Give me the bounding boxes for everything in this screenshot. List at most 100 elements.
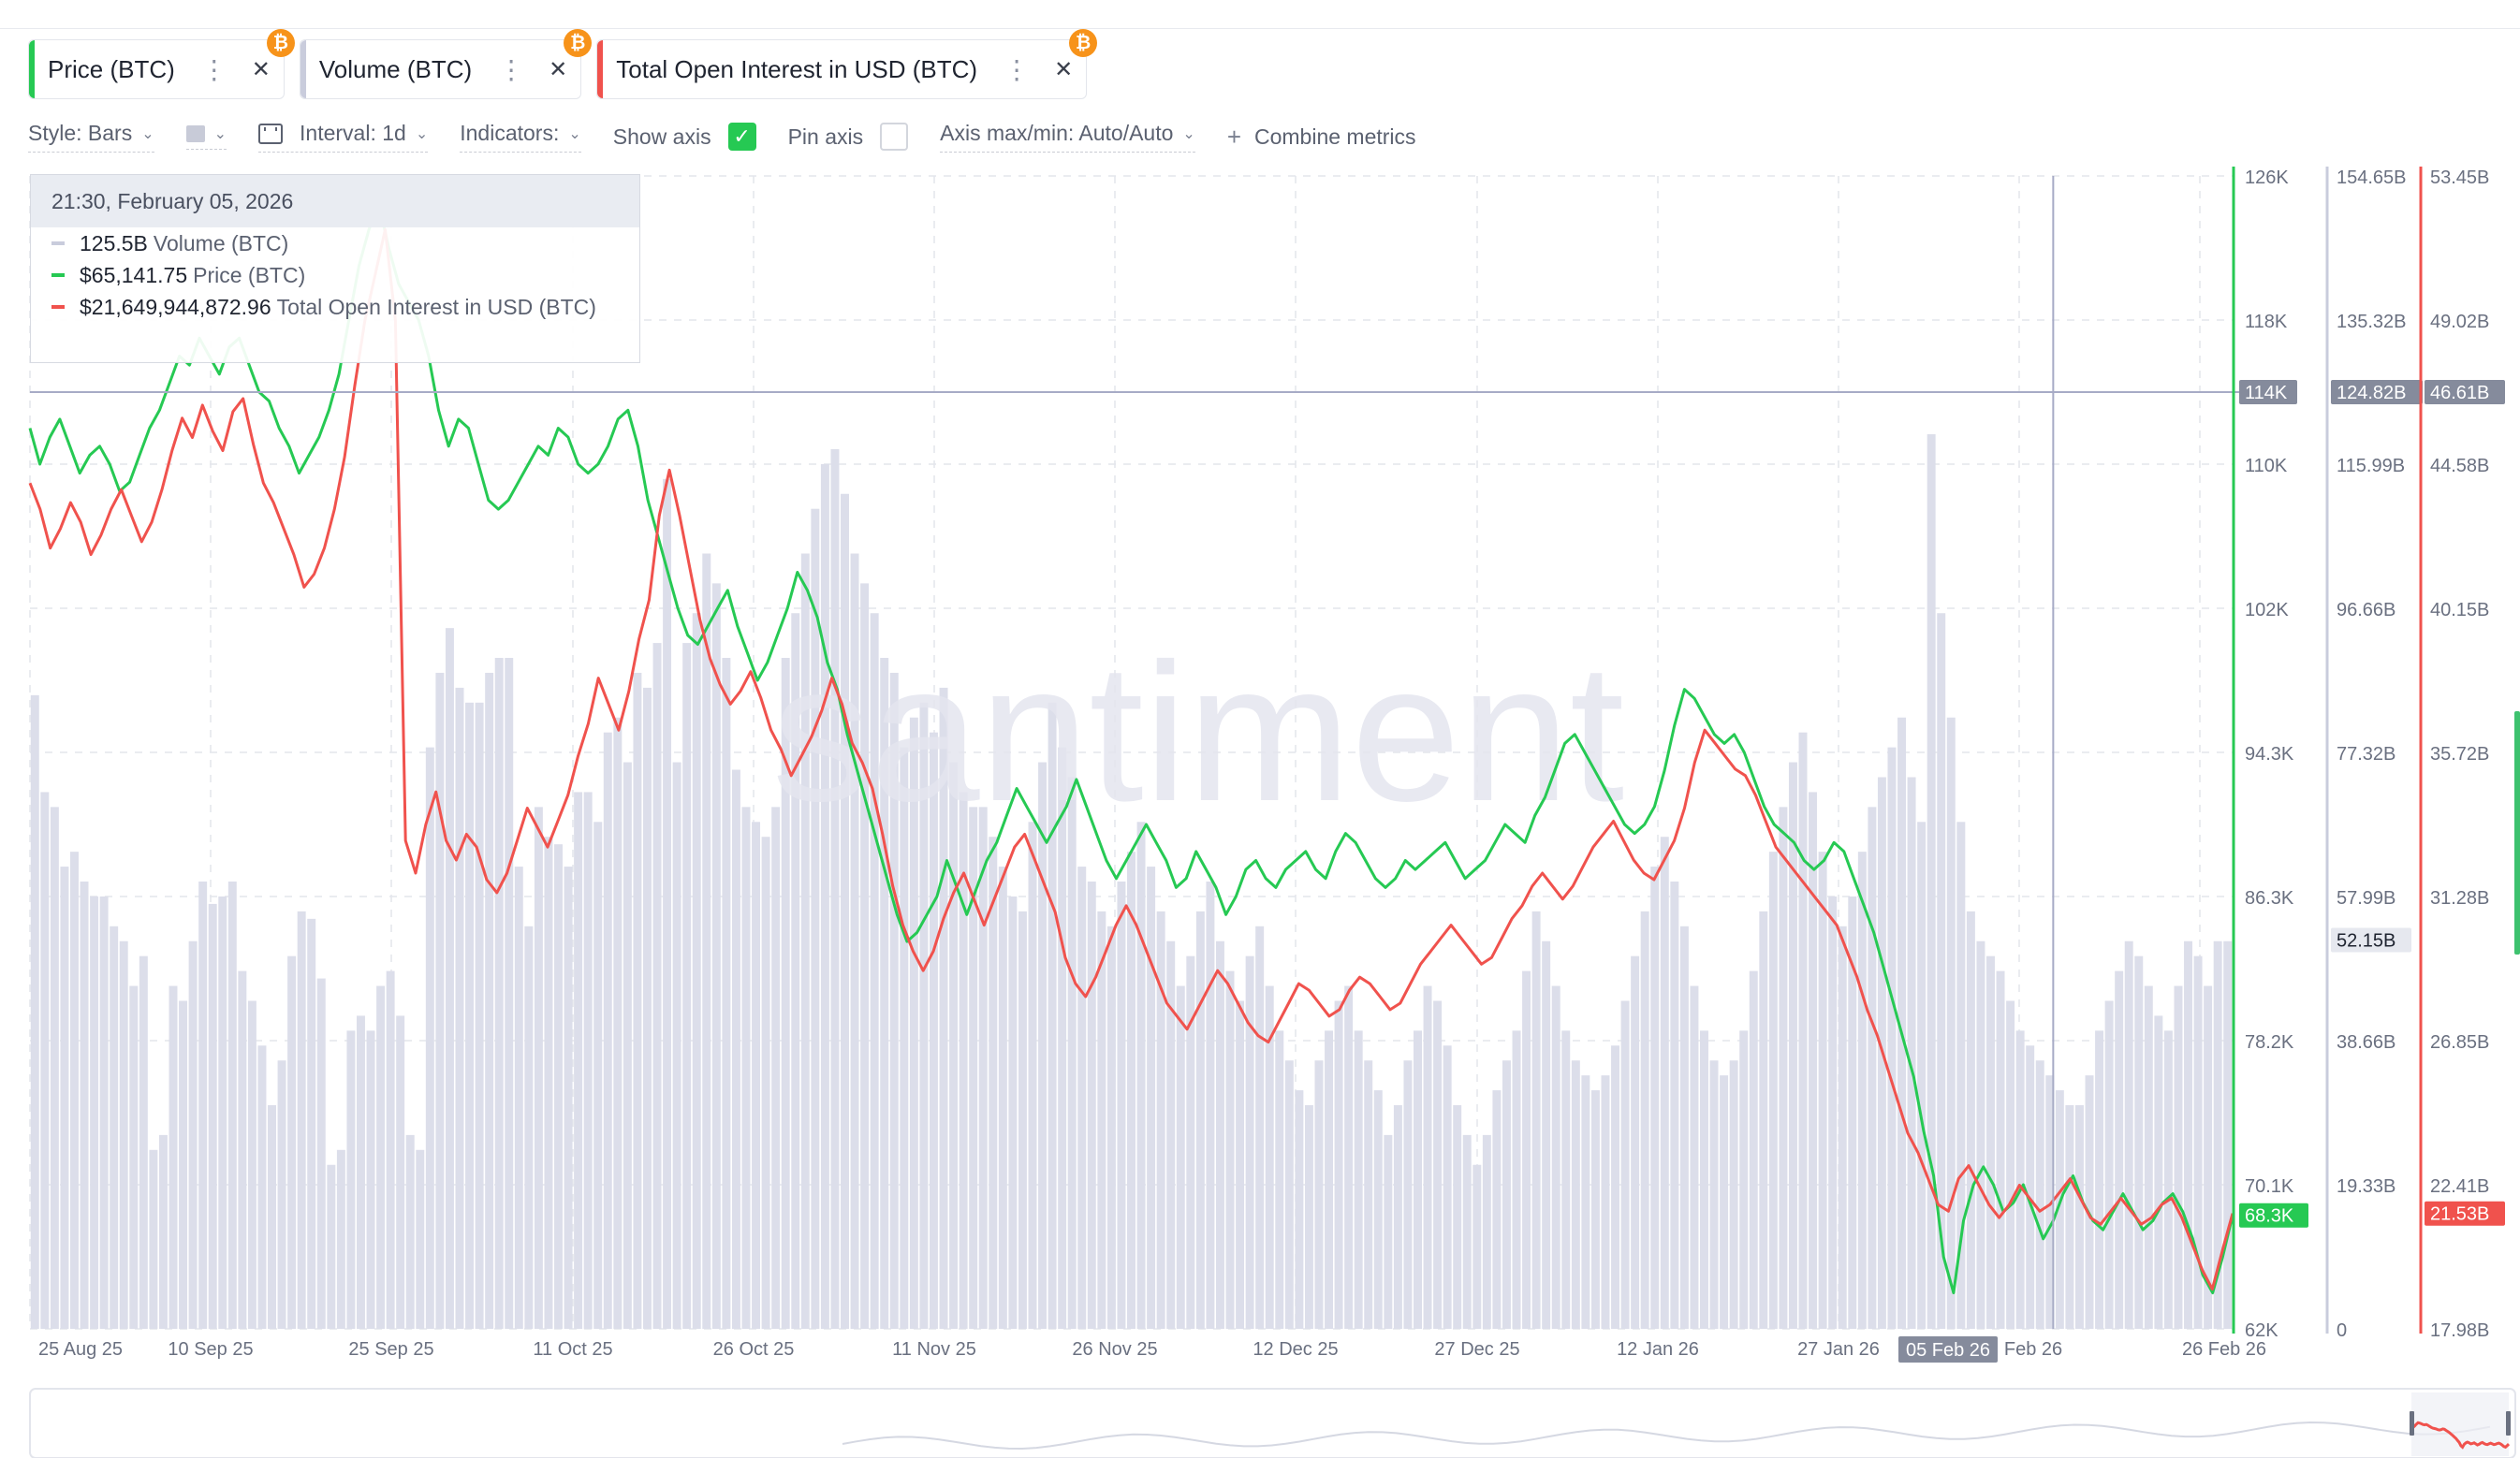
volume-axis-tick: 96.66B <box>2337 600 2395 620</box>
price-axis-tick: 86.3K <box>2245 888 2294 909</box>
checkbox-unchecked-icon[interactable] <box>880 123 909 151</box>
tooltip-value: 125.5B <box>80 230 148 255</box>
volume-bar <box>692 613 701 1329</box>
axis-range-dropdown[interactable]: Axis max/min: Auto/Auto ⌄ <box>940 121 1195 153</box>
crosshair <box>30 176 2239 1329</box>
volume-bar <box>40 792 50 1329</box>
volume-axis-tick: 115.99B <box>2337 456 2405 476</box>
more-options-icon[interactable]: ⋮ <box>1004 54 1031 84</box>
interval-dropdown[interactable]: Interval: 1d ⌄ <box>258 121 429 153</box>
more-options-icon[interactable]: ⋮ <box>200 54 227 84</box>
volume-bar <box>820 463 829 1330</box>
volume-bar <box>1225 970 1235 1329</box>
close-icon[interactable]: ✕ <box>1054 56 1074 82</box>
x-axis-tick: Feb 26 <box>2004 1339 2062 1360</box>
volume-bar <box>1166 940 1176 1329</box>
volume-bar <box>1700 1030 1708 1329</box>
volume-bar <box>119 940 128 1329</box>
volume-bar <box>1522 970 1531 1329</box>
volume-bar <box>465 702 475 1329</box>
axis-range-label: Axis max/min: Auto/Auto <box>940 121 1174 145</box>
volume-bar <box>110 926 119 1329</box>
volume-bar <box>1976 940 1985 1329</box>
navigator-handle-right[interactable] <box>2506 1411 2511 1436</box>
volume-bar <box>702 553 711 1329</box>
navigator[interactable] <box>29 1388 2516 1458</box>
style-dropdown[interactable]: Style: Bars ⌄ <box>28 121 154 153</box>
volume-bar <box>1067 777 1077 1329</box>
volume-bar <box>485 672 494 1329</box>
x-cursor-label-bg <box>1898 1336 1998 1363</box>
volume-bar <box>919 702 929 1329</box>
volume-bar <box>1206 882 1215 1329</box>
combine-metrics-button[interactable]: + Combine metrics <box>1227 123 1416 152</box>
volume-bar <box>850 553 859 1329</box>
volume-bar <box>1334 1000 1343 1329</box>
volume-bar <box>1631 955 1640 1329</box>
volume-bar <box>2184 940 2192 1329</box>
metric-tab-volume[interactable]: Volume (BTC) ⋮ ✕ ₿ <box>299 29 593 99</box>
volume-bar <box>396 1015 405 1329</box>
series-swatch <box>51 305 65 309</box>
volume-bar <box>1946 717 1956 1329</box>
volume-bar <box>1937 613 1946 1329</box>
volume-bar <box>1018 911 1027 1329</box>
volume-bar <box>1414 1030 1422 1329</box>
volume-bar <box>1512 1030 1521 1329</box>
close-icon[interactable]: ✕ <box>549 56 568 82</box>
volume-bar <box>939 687 948 1329</box>
pin-axis-toggle[interactable]: Pin axis <box>788 123 909 151</box>
price-axis-tick: 102K <box>2245 600 2289 620</box>
volume-bar <box>623 762 632 1329</box>
volume-bar <box>1818 852 1827 1329</box>
volume-bar <box>2174 985 2183 1329</box>
volume-bar <box>2104 1000 2114 1329</box>
volume-bar <box>188 940 198 1329</box>
volume-bar <box>2095 1030 2104 1329</box>
volume-bar <box>158 1134 168 1329</box>
more-options-icon[interactable]: ⋮ <box>498 54 525 84</box>
tooltip-series-name: Price (BTC) <box>193 262 306 287</box>
close-icon[interactable]: ✕ <box>251 56 271 82</box>
volume-bar <box>811 508 820 1329</box>
metric-tab-price[interactable]: Price (BTC) ⋮ ✕ ₿ <box>28 29 295 99</box>
volume-bar <box>297 911 306 1329</box>
x-axis-tick: 27 Dec 25 <box>1434 1339 1519 1360</box>
volume-bar <box>2144 985 2153 1329</box>
scroll-indicator[interactable] <box>2514 711 2520 955</box>
series-swatch <box>51 273 65 277</box>
volume-bar <box>2154 1015 2163 1329</box>
bitcoin-icon: ₿ <box>1069 29 1098 57</box>
navigator-frame[interactable] <box>29 1388 2516 1458</box>
x-axis-tick: 26 Feb 26 <box>2182 1339 2266 1360</box>
volume-bar <box>50 807 59 1329</box>
volume-bar <box>238 970 247 1329</box>
volume-bar <box>1008 896 1018 1329</box>
volume-last-label-bg <box>2331 927 2411 953</box>
volume-bar <box>2134 955 2144 1329</box>
chart-toolbar: Style: Bars ⌄ ⌄ Interval: 1d ⌄ Indicator… <box>28 116 1448 157</box>
volume-bar <box>1907 777 1916 1329</box>
volume-bar <box>1739 1030 1749 1329</box>
volume-bar <box>1809 792 1818 1329</box>
checkbox-checked-icon[interactable]: ✓ <box>727 123 756 151</box>
volume-axis-tick: 57.99B <box>2337 888 2395 909</box>
indicators-dropdown[interactable]: Indicators: ⌄ <box>460 121 581 153</box>
volume-bar <box>1848 896 1857 1329</box>
volume-bar <box>435 672 445 1329</box>
navigator-handle-left[interactable] <box>2410 1411 2414 1436</box>
tooltip-row: 125.5B Volume (BTC) <box>31 227 639 259</box>
volume-bar <box>2015 1030 2025 1329</box>
volume-bar <box>2115 970 2124 1329</box>
color-swatch-icon <box>185 124 205 142</box>
volume-bar <box>880 658 889 1329</box>
color-dropdown[interactable]: ⌄ <box>185 124 227 150</box>
volume-bar <box>1215 940 1224 1329</box>
open_interest-axis-tick: 44.58B <box>2430 456 2489 476</box>
metric-tab-open-interest[interactable]: Total Open Interest in USD (BTC) ⋮ ✕ ₿ <box>596 29 1098 99</box>
volume-bar <box>2074 1105 2084 1329</box>
tooltip-series-name: Volume (BTC) <box>153 230 289 255</box>
show-axis-toggle[interactable]: Show axis ✓ <box>613 123 756 151</box>
volume-bar <box>1759 911 1768 1329</box>
